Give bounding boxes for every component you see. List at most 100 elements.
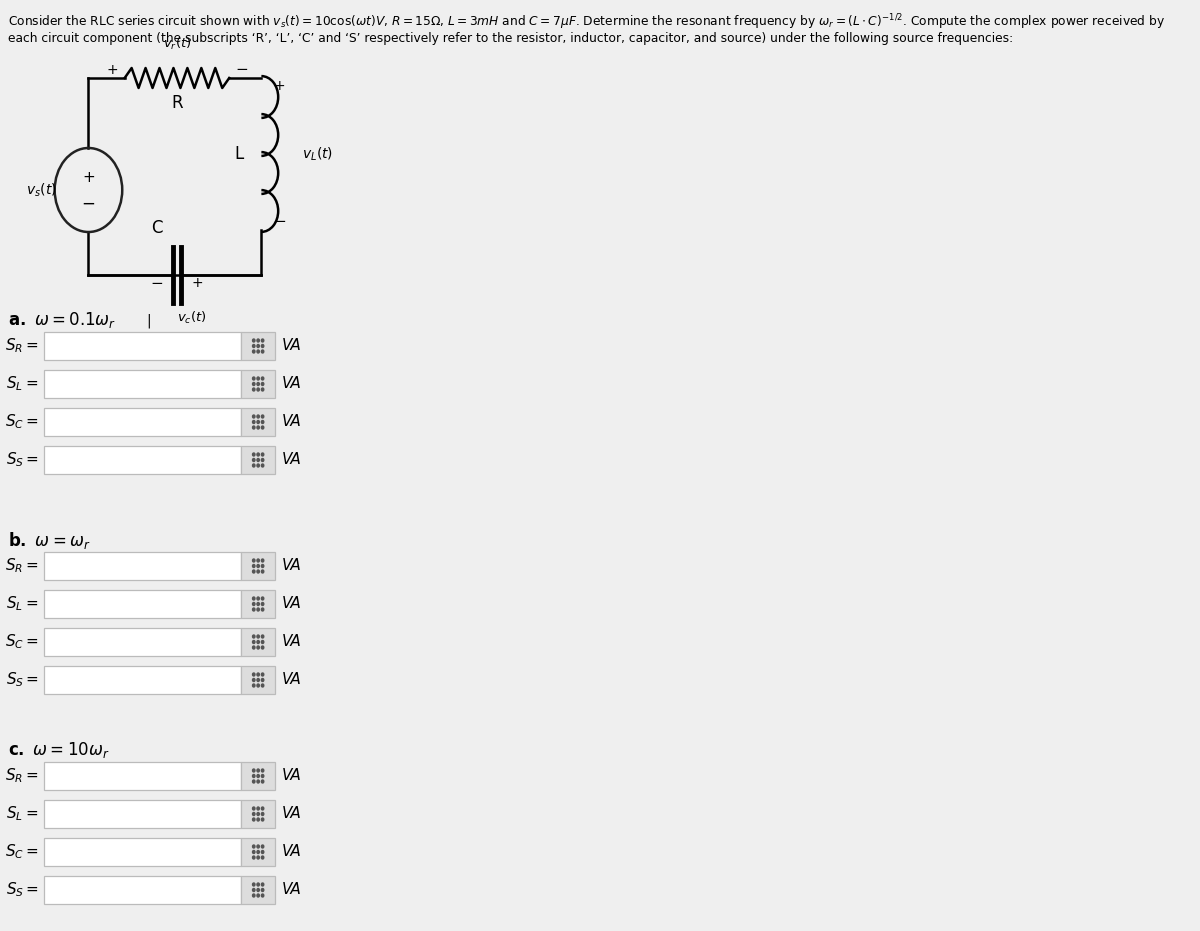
Circle shape	[257, 673, 259, 676]
FancyBboxPatch shape	[241, 590, 275, 618]
Text: −: −	[82, 195, 96, 213]
Circle shape	[252, 383, 254, 385]
Circle shape	[262, 421, 264, 424]
FancyBboxPatch shape	[44, 762, 241, 790]
Circle shape	[252, 377, 254, 380]
Text: $S_R =$: $S_R =$	[5, 766, 38, 786]
FancyBboxPatch shape	[241, 408, 275, 436]
FancyBboxPatch shape	[44, 590, 241, 618]
Circle shape	[252, 780, 254, 783]
Circle shape	[257, 888, 259, 892]
Text: +: +	[107, 63, 119, 77]
Text: C: C	[151, 219, 162, 237]
Circle shape	[257, 383, 259, 385]
Text: R: R	[172, 94, 182, 112]
Circle shape	[257, 464, 259, 467]
Text: $S_L =$: $S_L =$	[6, 374, 38, 394]
Text: VA: VA	[282, 672, 301, 687]
Text: VA: VA	[282, 376, 301, 392]
Circle shape	[262, 807, 264, 810]
Circle shape	[262, 602, 264, 605]
Circle shape	[252, 679, 254, 681]
Circle shape	[252, 883, 254, 886]
Circle shape	[252, 559, 254, 562]
Circle shape	[252, 426, 254, 429]
Circle shape	[262, 559, 264, 562]
Circle shape	[262, 856, 264, 859]
Text: $S_C =$: $S_C =$	[5, 843, 38, 861]
Circle shape	[252, 602, 254, 605]
Circle shape	[257, 339, 259, 342]
FancyBboxPatch shape	[241, 628, 275, 656]
FancyBboxPatch shape	[44, 628, 241, 656]
FancyBboxPatch shape	[241, 876, 275, 904]
Circle shape	[262, 597, 264, 600]
Circle shape	[257, 597, 259, 600]
Text: $S_S =$: $S_S =$	[6, 670, 38, 689]
Circle shape	[257, 646, 259, 649]
Circle shape	[262, 608, 264, 611]
Circle shape	[262, 883, 264, 886]
Circle shape	[257, 679, 259, 681]
FancyBboxPatch shape	[44, 370, 241, 398]
Circle shape	[262, 415, 264, 418]
Circle shape	[257, 641, 259, 643]
Text: VA: VA	[282, 339, 301, 354]
Circle shape	[257, 807, 259, 810]
Circle shape	[252, 339, 254, 342]
Circle shape	[262, 564, 264, 568]
Text: $S_S =$: $S_S =$	[6, 451, 38, 469]
Text: each circuit component (the subscripts ‘R’, ‘L’, ‘C’ and ‘S’ respectively refer : each circuit component (the subscripts ‘…	[8, 32, 1013, 45]
Text: $v_c(t)$: $v_c(t)$	[176, 310, 206, 326]
FancyBboxPatch shape	[44, 666, 241, 694]
Circle shape	[252, 684, 254, 687]
Text: +: +	[82, 170, 95, 185]
Circle shape	[262, 339, 264, 342]
Circle shape	[252, 894, 254, 897]
Circle shape	[257, 813, 259, 816]
Circle shape	[252, 635, 254, 638]
Circle shape	[262, 769, 264, 772]
FancyBboxPatch shape	[44, 446, 241, 474]
Circle shape	[262, 679, 264, 681]
Circle shape	[257, 570, 259, 573]
Text: $S_L =$: $S_L =$	[6, 595, 38, 614]
Circle shape	[252, 769, 254, 772]
Circle shape	[257, 602, 259, 605]
Circle shape	[252, 856, 254, 859]
Text: $v_s(t)$: $v_s(t)$	[26, 182, 58, 198]
Circle shape	[257, 350, 259, 353]
Text: $S_L =$: $S_L =$	[6, 804, 38, 823]
Circle shape	[257, 421, 259, 424]
Circle shape	[262, 377, 264, 380]
Text: $v_L(t)$: $v_L(t)$	[301, 145, 332, 163]
Circle shape	[252, 641, 254, 643]
Circle shape	[257, 426, 259, 429]
FancyBboxPatch shape	[44, 876, 241, 904]
Text: |: |	[146, 313, 151, 328]
Text: +: +	[274, 79, 286, 93]
Text: VA: VA	[282, 452, 301, 467]
FancyBboxPatch shape	[44, 408, 241, 436]
Circle shape	[257, 856, 259, 859]
Circle shape	[257, 818, 259, 821]
Circle shape	[262, 570, 264, 573]
Circle shape	[257, 635, 259, 638]
Circle shape	[252, 597, 254, 600]
Circle shape	[257, 608, 259, 611]
Text: $\mathbf{a.}\ \omega = 0.1\omega_r$: $\mathbf{a.}\ \omega = 0.1\omega_r$	[8, 310, 116, 330]
Text: VA: VA	[282, 844, 301, 859]
Circle shape	[257, 377, 259, 380]
Text: $S_S =$: $S_S =$	[6, 881, 38, 899]
Circle shape	[262, 383, 264, 385]
Circle shape	[252, 421, 254, 424]
Circle shape	[257, 845, 259, 848]
Circle shape	[262, 646, 264, 649]
Text: VA: VA	[282, 597, 301, 612]
FancyBboxPatch shape	[241, 800, 275, 828]
FancyBboxPatch shape	[44, 552, 241, 580]
Text: $S_R =$: $S_R =$	[5, 337, 38, 356]
Circle shape	[262, 813, 264, 816]
Circle shape	[262, 775, 264, 777]
Text: Consider the RLC series circuit shown with $v_s(t) = 10\cos(\omega t)V$, $R = 15: Consider the RLC series circuit shown wi…	[8, 12, 1165, 32]
